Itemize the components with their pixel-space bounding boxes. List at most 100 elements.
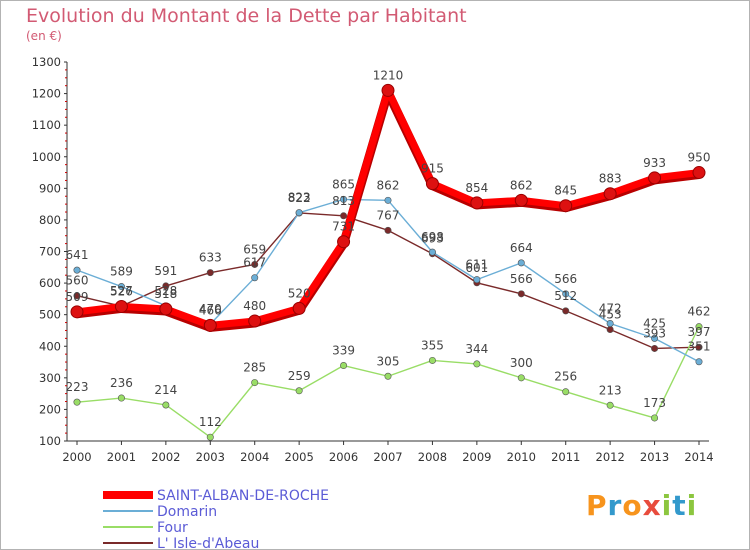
x-tick-label: 2004 xyxy=(240,450,269,464)
data-point xyxy=(384,196,392,204)
data-point xyxy=(473,276,481,284)
y-tick-label: 500 xyxy=(39,308,61,322)
data-label: 236 xyxy=(110,376,133,390)
data-label: 300 xyxy=(510,356,533,370)
data-label: 611 xyxy=(465,258,488,272)
data-label: 526 xyxy=(110,284,133,298)
logo-letter: P xyxy=(586,489,608,522)
data-label: 731 xyxy=(332,220,355,234)
data-point xyxy=(562,388,570,396)
y-tick-label: 800 xyxy=(39,213,61,227)
data-label: 915 xyxy=(421,162,444,176)
data-label: 351 xyxy=(688,340,711,354)
x-tick-label: 2014 xyxy=(684,450,713,464)
data-point xyxy=(517,290,525,298)
data-point xyxy=(606,401,614,409)
data-label: 397 xyxy=(688,325,711,339)
data-point xyxy=(470,196,484,210)
data-label: 480 xyxy=(243,299,266,313)
legend-label: Domarin xyxy=(157,504,217,520)
y-tick-label: 200 xyxy=(39,402,61,416)
x-tick-label: 2012 xyxy=(596,450,625,464)
x-tick-label: 2000 xyxy=(62,450,91,464)
data-label: 601 xyxy=(465,261,488,275)
y-tick-label: 600 xyxy=(39,276,61,290)
data-point xyxy=(203,318,217,332)
data-label: 659 xyxy=(243,242,266,256)
data-label: 527 xyxy=(110,284,133,298)
data-point xyxy=(251,260,259,268)
data-label: 591 xyxy=(154,264,177,278)
data-label: 472 xyxy=(599,302,622,316)
data-label: 1210 xyxy=(373,68,404,82)
data-point xyxy=(295,209,303,217)
data-label: 344 xyxy=(465,342,488,356)
data-point xyxy=(206,433,214,441)
y-tick-label: 1300 xyxy=(32,55,61,69)
data-point xyxy=(651,344,659,352)
data-point xyxy=(159,302,173,316)
data-point xyxy=(473,360,481,368)
y-tick-label: 1100 xyxy=(32,118,61,132)
data-point xyxy=(428,248,436,256)
logo-letter: r xyxy=(607,489,623,522)
legend-label: SAINT-ALBAN-DE-ROCHE xyxy=(157,488,329,504)
data-point xyxy=(651,334,659,342)
y-tick-label: 300 xyxy=(39,371,61,385)
data-label: 560 xyxy=(66,274,89,288)
data-label: 822 xyxy=(288,191,311,205)
data-point xyxy=(206,269,214,277)
x-tick-label: 2011 xyxy=(551,450,580,464)
series-group: 560 527 591 633 659 822 813 767 693 601 566 512 453 3… xyxy=(66,68,711,441)
data-label: 933 xyxy=(643,156,666,170)
data-label: 767 xyxy=(377,208,400,222)
data-point xyxy=(425,177,439,191)
data-label: 641 xyxy=(66,248,89,262)
data-label: 305 xyxy=(377,354,400,368)
data-label: 813 xyxy=(332,194,355,208)
data-label: 520 xyxy=(288,286,311,300)
y-tick-label: 700 xyxy=(39,245,61,259)
data-point xyxy=(295,387,303,395)
y-tick-label: 100 xyxy=(39,434,61,448)
data-point xyxy=(606,326,614,334)
data-label: 845 xyxy=(554,184,577,198)
x-tick-label: 2009 xyxy=(462,450,491,464)
data-label: 453 xyxy=(599,308,622,322)
x-tick-label: 2006 xyxy=(329,450,358,464)
logo-letter: i xyxy=(661,489,673,522)
data-point xyxy=(695,343,703,351)
data-point xyxy=(695,323,703,331)
data-point xyxy=(517,374,525,382)
data-point xyxy=(340,195,348,203)
x-tick-label: 2005 xyxy=(285,450,314,464)
data-point xyxy=(692,166,706,180)
data-label: 425 xyxy=(643,316,666,330)
data-point xyxy=(428,356,436,364)
y-tick-label: 1200 xyxy=(32,87,61,101)
x-tick-label: 2002 xyxy=(151,450,180,464)
data-point xyxy=(162,401,170,409)
data-point xyxy=(517,259,525,267)
data-point xyxy=(73,292,81,300)
logo-letter: t xyxy=(672,489,687,522)
data-point xyxy=(606,320,614,328)
data-point xyxy=(73,266,81,274)
data-point xyxy=(559,199,573,213)
data-label: 339 xyxy=(332,344,355,358)
legend-label: L' Isle-d'Abeau xyxy=(157,536,259,549)
legend-label: Four xyxy=(157,520,188,536)
data-label: 589 xyxy=(110,265,133,279)
data-label: 512 xyxy=(554,289,577,303)
data-point xyxy=(248,314,262,328)
data-label: 518 xyxy=(154,287,177,301)
x-tick-label: 2008 xyxy=(418,450,447,464)
x-tick-label: 2001 xyxy=(107,450,136,464)
x-tick-label: 2003 xyxy=(196,450,225,464)
y-tick-label: 1000 xyxy=(32,150,61,164)
data-point xyxy=(562,290,570,298)
data-label: 285 xyxy=(243,361,266,375)
